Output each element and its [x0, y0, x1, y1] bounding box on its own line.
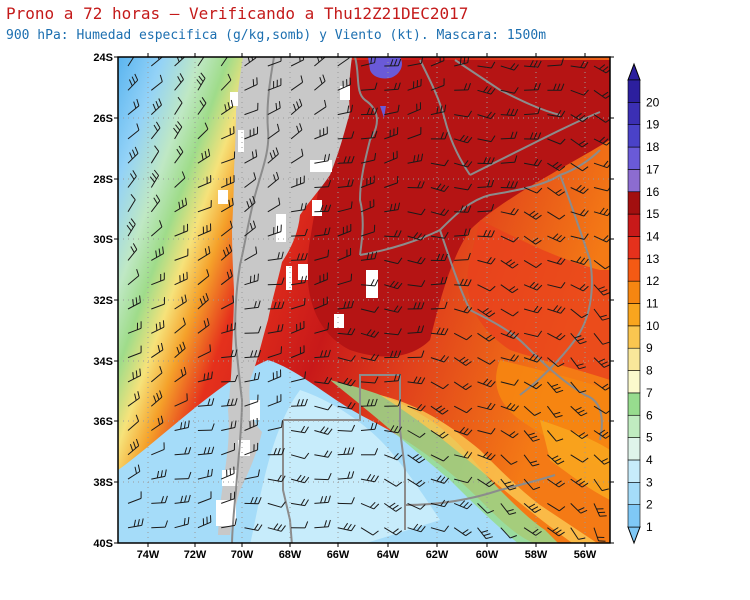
colorbar-swatch — [627, 79, 641, 103]
lat-label: 32S — [93, 295, 113, 307]
colorbar-swatch — [627, 213, 641, 237]
colorbar-label: 19 — [646, 118, 660, 132]
colorbar-swatch — [627, 124, 641, 148]
colorbar-swatch — [627, 504, 641, 528]
colorbar-label: 9 — [646, 341, 653, 355]
colorbar-label: 5 — [646, 431, 653, 445]
colorbar-swatch — [627, 303, 641, 327]
lat-label: 28S — [93, 174, 113, 186]
colorbar-label: 10 — [646, 319, 660, 333]
lat-label: 26S — [93, 113, 113, 125]
lon-label: 62W — [426, 549, 449, 561]
lat-label: 36S — [93, 416, 113, 428]
colorbar-label: 13 — [646, 252, 660, 266]
colorbar-bottom-arrow — [627, 526, 641, 545]
colorbar-label: 12 — [646, 274, 660, 288]
lon-label: 58W — [525, 549, 548, 561]
colorbar-label: 1 — [646, 520, 653, 534]
colorbar-label: 20 — [646, 95, 660, 109]
lon-label: 68W — [279, 549, 302, 561]
lon-label: 66W — [327, 549, 350, 561]
lon-label: 60W — [476, 549, 499, 561]
lat-label: 34S — [93, 356, 113, 368]
colorbar-label: 17 — [646, 162, 660, 176]
lon-label: 56W — [574, 549, 597, 561]
colorbar-label: 15 — [646, 207, 660, 221]
lat-label: 38S — [93, 477, 113, 489]
lat-label: 30S — [93, 234, 113, 246]
colorbar-swatch — [627, 481, 641, 505]
colorbar-label: 11 — [646, 297, 659, 311]
colorbar-swatch — [627, 146, 641, 170]
map-subtitle: 900 hPa: Humedad especifica (g/kg,somb) … — [6, 28, 547, 43]
longitude-labels: 74W 72W 70W 68W 66W 64W 62W 60W 58W 56W — [137, 549, 597, 561]
lat-label: 24S — [93, 52, 113, 64]
lon-label: 74W — [137, 549, 160, 561]
colorbar-label: 14 — [646, 229, 660, 243]
colorbar-label: 2 — [646, 498, 653, 512]
colorbar-label: 7 — [646, 386, 653, 400]
colorbar-swatch — [627, 169, 641, 193]
lat-label: 40S — [93, 538, 113, 550]
map-title: Prono a 72 horas — Verificando a Thu12Z2… — [6, 4, 469, 23]
colorbar-swatch — [627, 392, 641, 416]
colorbar-swatch — [627, 414, 641, 438]
colorbar-label: 8 — [646, 364, 653, 378]
colorbar-label: 16 — [646, 185, 660, 199]
colorbar-swatch — [627, 370, 641, 394]
colorbar-swatch — [627, 258, 641, 282]
colorbar — [627, 62, 641, 545]
colorbar-swatch — [627, 347, 641, 371]
colorbar-label: 18 — [646, 140, 660, 154]
lon-label: 70W — [231, 549, 254, 561]
colorbar-label: 4 — [646, 453, 653, 467]
colorbar-top-arrow — [627, 62, 641, 81]
lon-label: 64W — [377, 549, 400, 561]
colorbar-label: 3 — [646, 475, 653, 489]
colorbar-swatch — [627, 102, 641, 125]
colorbar-swatch — [627, 236, 641, 260]
colorbar-swatch — [627, 191, 641, 215]
colorbar-swatch — [627, 325, 641, 349]
colorbar-swatch — [627, 459, 641, 483]
lon-label: 72W — [184, 549, 207, 561]
latitude-labels: 24S 26S 28S 30S 32S 34S 36S 38S 40S — [93, 52, 113, 550]
colorbar-swatch — [627, 437, 641, 461]
humidity-field — [118, 57, 610, 543]
colorbar-swatch — [627, 280, 641, 304]
colorbar-labels: 1 2 3 4 5 6 7 8 9 10 11 12 13 14 15 16 1… — [646, 95, 660, 534]
colorbar-label: 6 — [646, 408, 653, 422]
